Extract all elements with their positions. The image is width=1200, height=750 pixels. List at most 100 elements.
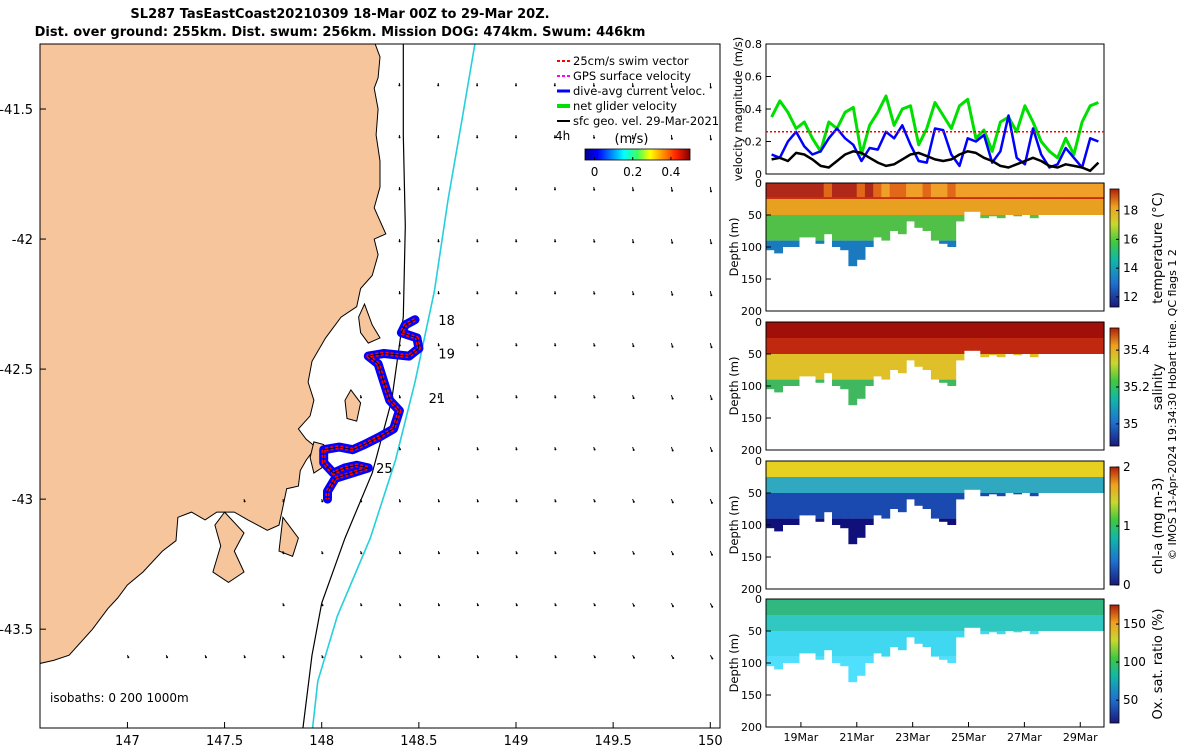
section-cell (939, 615, 948, 631)
section-cell (988, 215, 998, 217)
section-cell (774, 631, 783, 657)
sfc-geo-arrow-head (437, 292, 440, 295)
section-cell (815, 615, 825, 631)
section-cell (980, 322, 990, 338)
map-xtick-label: 147.5 (206, 734, 243, 749)
sfc-geo-arrow-head (243, 500, 246, 503)
section-cell (980, 493, 990, 497)
section-surface-cell (1005, 183, 1014, 198)
section-surface-cell (1046, 183, 1056, 198)
section-cell (864, 477, 874, 493)
section-cell (766, 631, 775, 657)
section-cell (864, 493, 874, 519)
section-cell (897, 354, 907, 374)
section-cell (766, 199, 775, 215)
section-ytick-label: 150 (741, 551, 762, 564)
velocity-ytick-label: 0.2 (745, 136, 763, 149)
section-cell (1005, 461, 1014, 477)
section-cell (939, 477, 948, 493)
section-cell (1079, 461, 1089, 477)
sfc-geo-arrow-head (476, 396, 479, 399)
section-cell (864, 615, 874, 631)
sfc-geo-arrow-head (593, 448, 596, 451)
section-cell (1079, 338, 1089, 354)
map-xtick-label: 148.5 (400, 734, 437, 749)
sfc-geo-arrow-head (515, 344, 518, 347)
section-cell (1029, 215, 1039, 219)
sfc-geo-arrow-head (438, 656, 441, 659)
section-cell (774, 322, 783, 338)
section-cell (930, 338, 940, 354)
section-panel-oxygen-saturation-ratio: 0 50 100 150 200 Depth (m) 50 100 150 Ox. sat. ra… (727, 593, 1166, 744)
section-surface-cell (897, 183, 907, 198)
section-cell (823, 493, 833, 513)
section-cell (856, 379, 866, 399)
section-cell (955, 338, 965, 354)
sfc-geo-arrow-head (671, 345, 674, 348)
section-cell (1087, 322, 1097, 338)
section-cell (947, 215, 957, 241)
section-surface-cell (807, 183, 816, 198)
section-cell (914, 322, 924, 338)
section-cell (922, 354, 932, 370)
sfc-geo-arrow-head (710, 450, 713, 452)
section-cell (1005, 599, 1014, 615)
section-cell (1054, 338, 1064, 354)
sfc-geo-arrow-head (515, 84, 517, 87)
section-cell (955, 461, 965, 477)
section-cell (832, 461, 841, 477)
section-cell (856, 322, 866, 338)
section-cell (807, 615, 816, 631)
section-surface-cell (873, 183, 882, 198)
map-xtick-label: 150 (698, 734, 723, 749)
section-cell (840, 615, 849, 631)
section-cell (930, 354, 940, 380)
section-cell (848, 631, 858, 657)
section-cell (889, 354, 899, 370)
map-ytick-label: -42.5 (0, 363, 33, 378)
section-cell (988, 615, 998, 631)
section-cell (988, 199, 998, 215)
sfc-geo-arrow-head (282, 500, 285, 503)
section-cell (881, 477, 891, 493)
section-cell (1079, 615, 1089, 631)
section-surface-cell (1029, 183, 1039, 198)
section-cell (856, 477, 866, 493)
section-cell (914, 354, 924, 367)
section-cell (914, 599, 924, 615)
legend-entry: 25cm/s swim vector (573, 54, 689, 68)
sfc-geo-arrow-head (710, 242, 713, 245)
sfc-geo-arrow-head (671, 293, 674, 296)
section-cell (996, 615, 1006, 631)
section-cell (980, 477, 990, 493)
section-surface-cell (922, 183, 932, 198)
section-cell (996, 477, 1006, 493)
section-xtick-label: 25Mar (951, 731, 986, 744)
section-cell (955, 599, 965, 615)
section-cell (1095, 461, 1105, 477)
sfc-geo-arrows (126, 82, 714, 660)
sfc-geo-arrow-head (321, 604, 324, 607)
section-cell (914, 493, 924, 506)
sfc-geo-arrow-head (437, 84, 440, 87)
velocity-ytick-label: 0.6 (745, 71, 763, 84)
island-2 (344, 388, 362, 422)
section-cell (906, 477, 915, 493)
section-colorbar-tick-label: 1 (1123, 519, 1131, 533)
section-cell (848, 518, 858, 545)
section-cell (1079, 599, 1089, 615)
sfc-geo-arrow-head (632, 241, 635, 244)
section-surface-cell (782, 183, 792, 198)
section-cell (774, 493, 783, 519)
section-cell (1029, 631, 1039, 635)
section-cell (1054, 322, 1064, 338)
section-cell (1021, 338, 1031, 354)
section-cell (939, 354, 948, 380)
section-cell (799, 477, 808, 493)
section-surface-cell (1013, 183, 1023, 198)
section-cell (972, 461, 981, 477)
section-cell (881, 199, 891, 215)
sfc-geo-arrow-head (710, 190, 712, 193)
section-cell (1013, 631, 1023, 633)
section-cell (988, 354, 998, 356)
